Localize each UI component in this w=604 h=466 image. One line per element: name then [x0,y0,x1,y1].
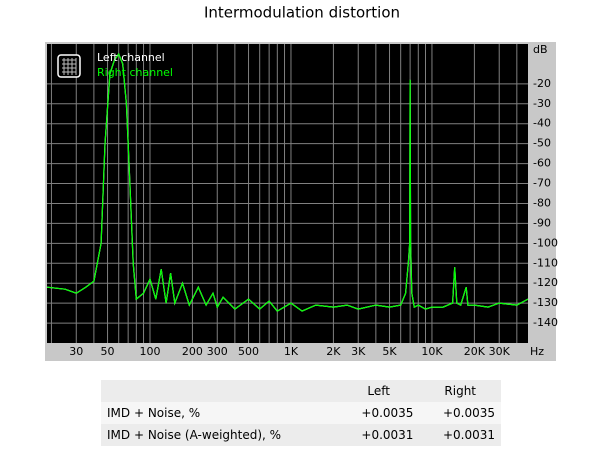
y-tick-label: -30 [533,97,551,110]
x-tick-label: 3K [351,345,366,358]
series-line [46,52,529,312]
y-tick-label: -70 [533,177,551,190]
header-cell: Left [337,380,420,402]
legend-label: Right channel [97,66,173,79]
cell: +0.0035 [419,402,501,424]
table-row: IMD + Noise (A-weighted), % +0.0031 +0.0… [101,424,501,446]
x-tick-label: 50 [101,345,115,358]
x-tick-label: 30K [489,345,511,358]
cell: +0.0031 [419,424,501,446]
cell: +0.0031 [337,424,420,446]
x-tick-label: 100 [139,345,160,358]
x-tick-label: 500 [238,345,259,358]
x-tick-label: 2K [326,345,341,358]
y-tick-label: -110 [533,256,558,269]
table-row: IMD + Noise, % +0.0035 +0.0035 [101,402,501,424]
lines [46,52,529,312]
x-tick-label: 5K [382,345,397,358]
y-tick-label: -120 [533,276,558,289]
y-tick-label: -40 [533,117,551,130]
header-cell: Right [419,380,501,402]
row-label: IMD + Noise (A-weighted), % [101,424,338,446]
y-tick-label: -20 [533,77,551,90]
x-tick-label: 300 [207,345,228,358]
legend-label: Left channel [97,51,165,64]
y-tick-label: -60 [533,157,551,170]
x-unit-label: Hz [530,345,544,358]
x-tick-label: 20K [464,345,486,358]
y-tick-label: -80 [533,196,551,209]
table-header: Left Right [101,380,501,402]
y-tick-label: -50 [533,137,551,150]
plot-area [47,44,528,343]
y-tick-label: -100 [533,236,558,249]
x-tick-label: 30 [69,345,83,358]
y-tick-label: -90 [533,216,551,229]
x-tick-label: 200 [182,345,203,358]
y-tick-label: -130 [533,296,558,309]
y-unit-label: dB [533,43,548,56]
cell: +0.0035 [337,402,420,424]
chart-title: Intermodulation distortion [204,4,400,22]
row-label: IMD + Noise, % [101,402,338,424]
x-tick-label: 1K [284,345,299,358]
header-cell [101,380,338,402]
legend-icon [57,54,81,78]
y-tick-label: -140 [533,316,558,329]
results-table: Left Right IMD + Noise, % +0.0035 +0.003… [101,380,501,446]
x-tick-label: 10K [421,345,443,358]
